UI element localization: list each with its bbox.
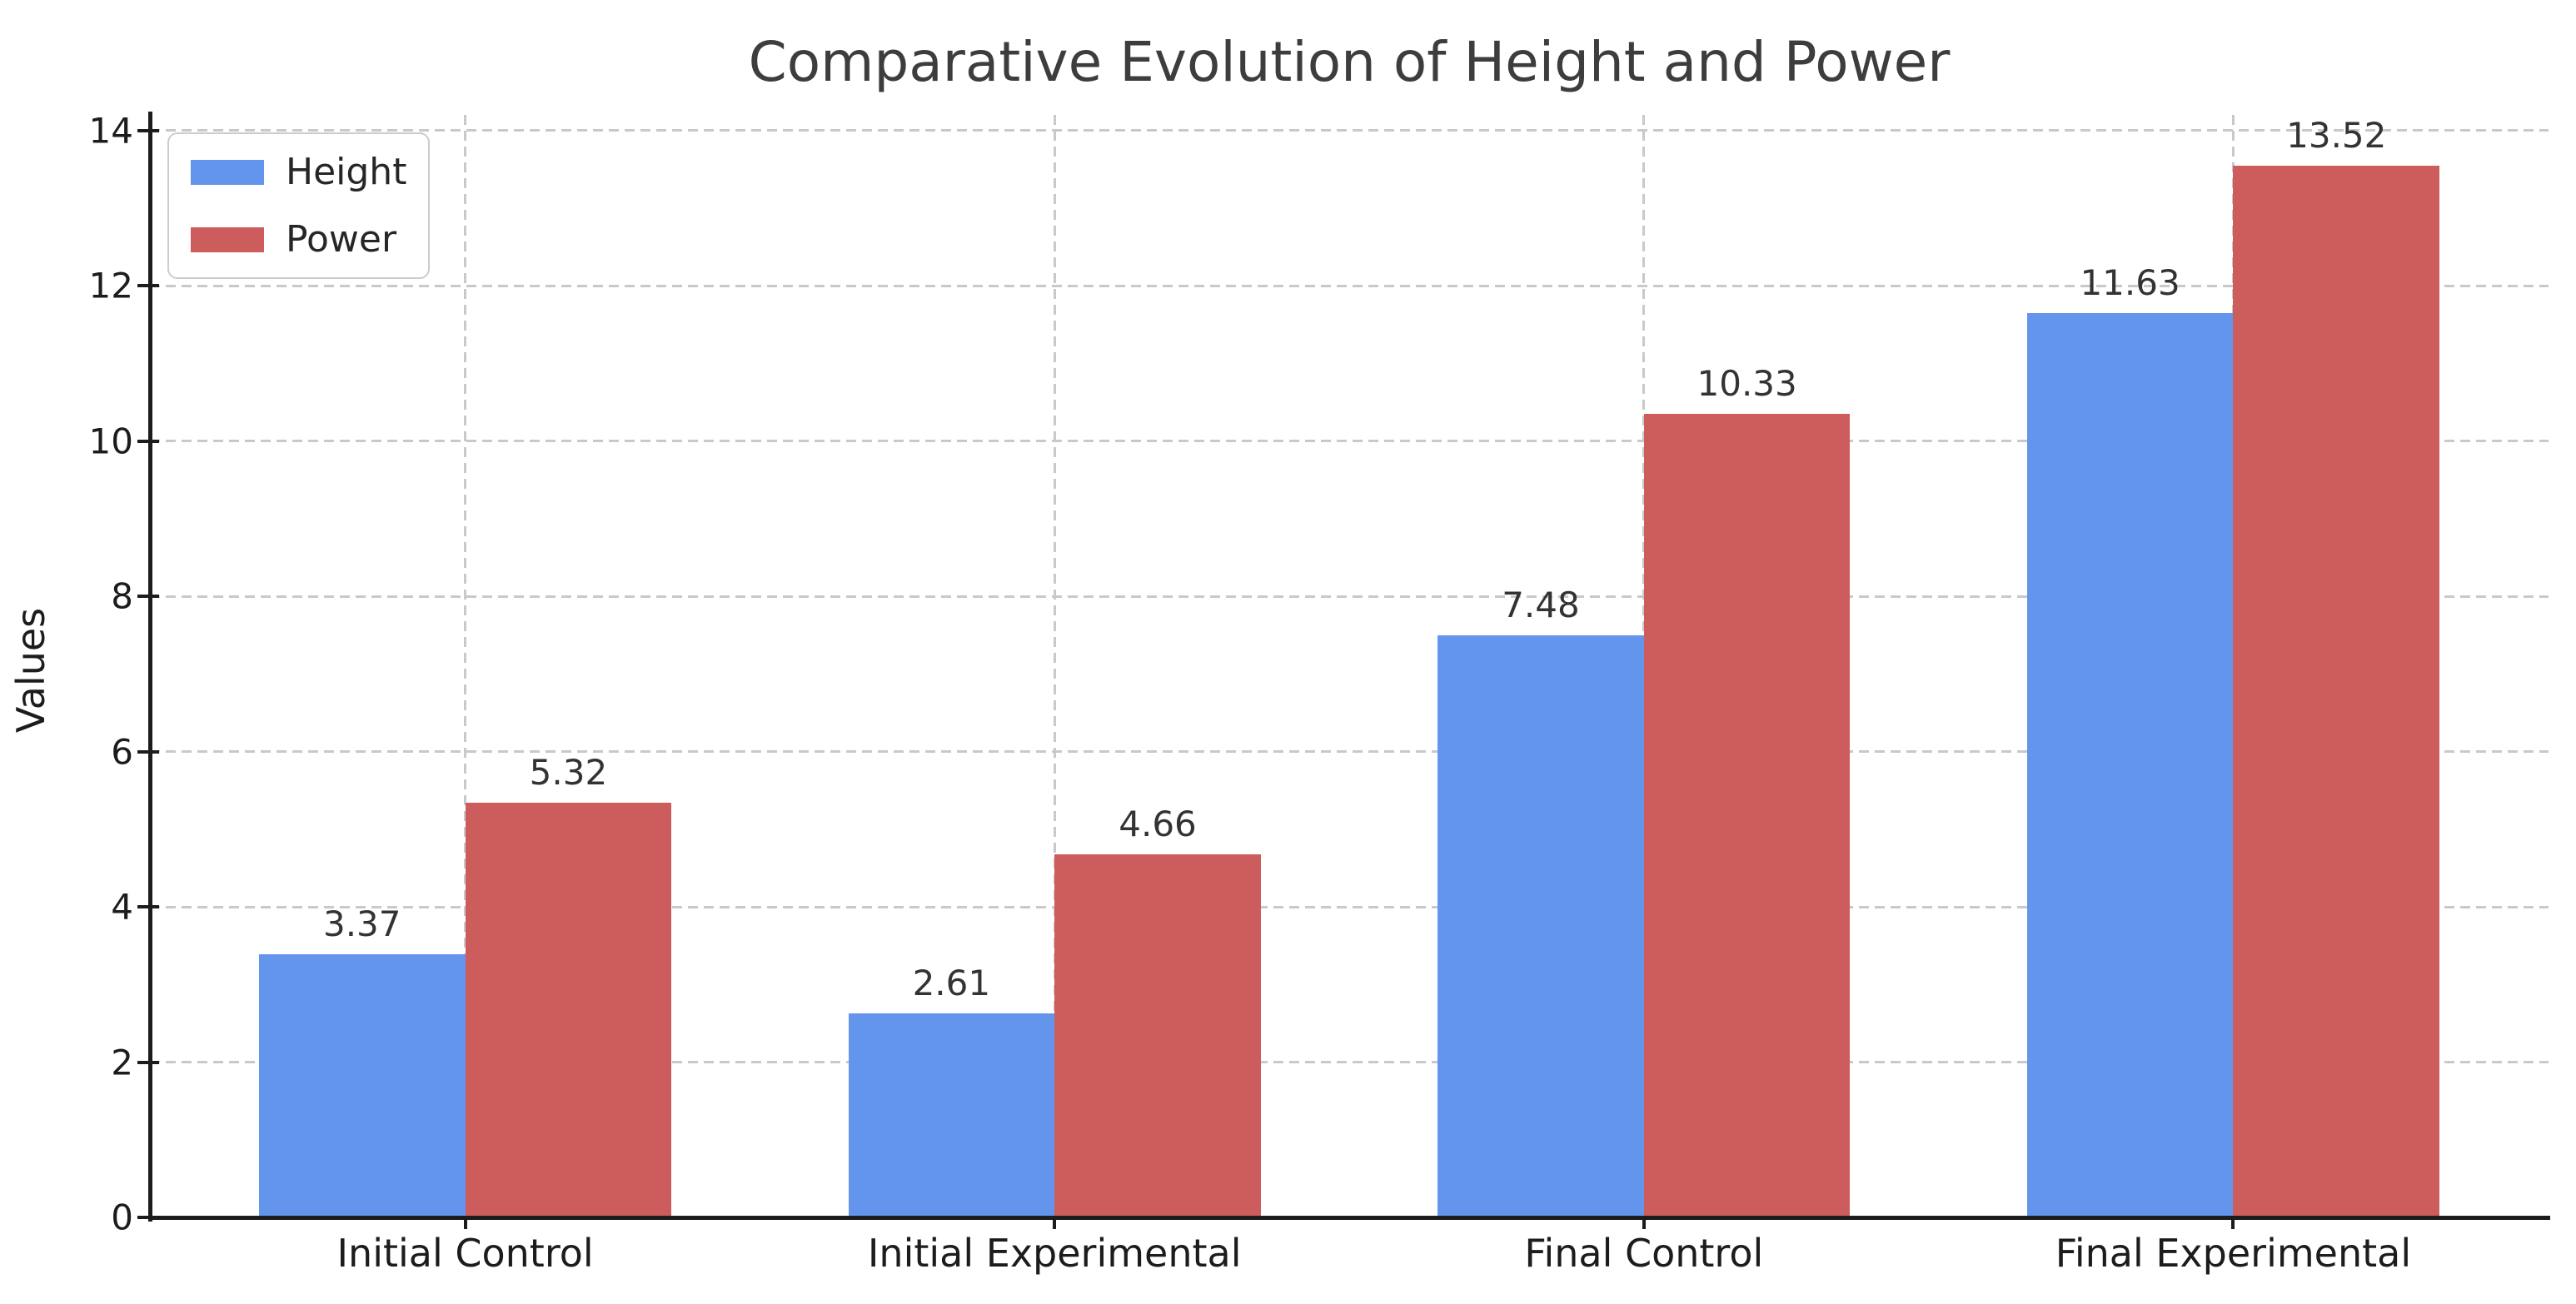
y-tick-label: 8 [111,575,133,617]
y-tick-mark [137,128,159,132]
y-tick-label: 2 [111,1042,133,1083]
y-axis-spine [148,112,152,1222]
h-gridline [150,595,2549,598]
x-axis-spine [148,1216,2550,1220]
value-label: 13.52 [2286,115,2387,157]
v-gridline [1053,115,1056,1217]
x-tick-mark [1642,1217,1646,1229]
y-tick-mark [137,284,159,288]
bar-height-2 [1437,635,1644,1216]
bar-height-3 [2026,312,2234,1216]
h-gridline [150,284,2549,287]
value-label: 2.61 [912,962,991,1003]
legend-swatch-height [191,159,264,185]
h-gridline [150,750,2549,754]
x-tick-label: Initial Experimental [867,1231,1242,1276]
value-label: 3.37 [322,903,401,944]
value-label: 7.48 [1502,584,1580,625]
y-tick-label: 4 [111,886,133,928]
h-gridline [150,440,2549,443]
h-gridline [150,129,2549,132]
legend-item-height: Height [191,151,406,193]
y-tick-mark [137,439,159,443]
value-label: 4.66 [1119,803,1197,844]
bar-power-3 [2233,166,2440,1216]
h-gridline [150,1061,2549,1064]
y-tick-mark [137,749,159,754]
bar-power-2 [1643,413,1851,1216]
y-tick-mark [137,905,159,909]
y-tick-mark [137,1216,159,1219]
plot-area: 3.37 2.61 7.48 11.63 5.32 4.66 10.33 13.52 0 2 4 6… [89,110,2550,1276]
value-label: 5.32 [529,751,608,793]
x-tick-label: Initial Control [336,1231,594,1276]
y-tick-mark [137,1060,159,1064]
value-label: 11.63 [2080,261,2180,303]
y-tick-mark [137,595,159,599]
x-tick-mark [463,1217,467,1229]
bar-height-1 [848,1013,1055,1216]
legend-item-power: Power [191,218,406,261]
x-tick-mark [1053,1217,1057,1229]
bar-height-0 [258,953,466,1216]
legend-label-power: Power [286,218,397,261]
value-label: 10.33 [1697,362,1797,404]
v-gridline [464,115,467,1217]
x-tick-label: Final Experimental [2055,1231,2412,1276]
y-tick-label: 6 [111,731,133,773]
y-tick-label: 0 [111,1197,133,1238]
bar-power-1 [1054,854,1261,1216]
y-tick-label: 10 [88,421,133,462]
chart-title: Comparative Evolution of Height and Powe… [748,30,1951,94]
bar-power-0 [465,802,672,1216]
y-tick-label: 14 [88,110,133,152]
h-gridline [150,905,2549,908]
legend-swatch-power [191,226,264,252]
legend-label-height: Height [286,151,407,193]
x-tick-mark [2231,1217,2235,1229]
y-tick-label: 12 [88,265,133,306]
legend: Height Power [167,132,431,279]
x-tick-label: Final Control [1524,1231,1764,1276]
